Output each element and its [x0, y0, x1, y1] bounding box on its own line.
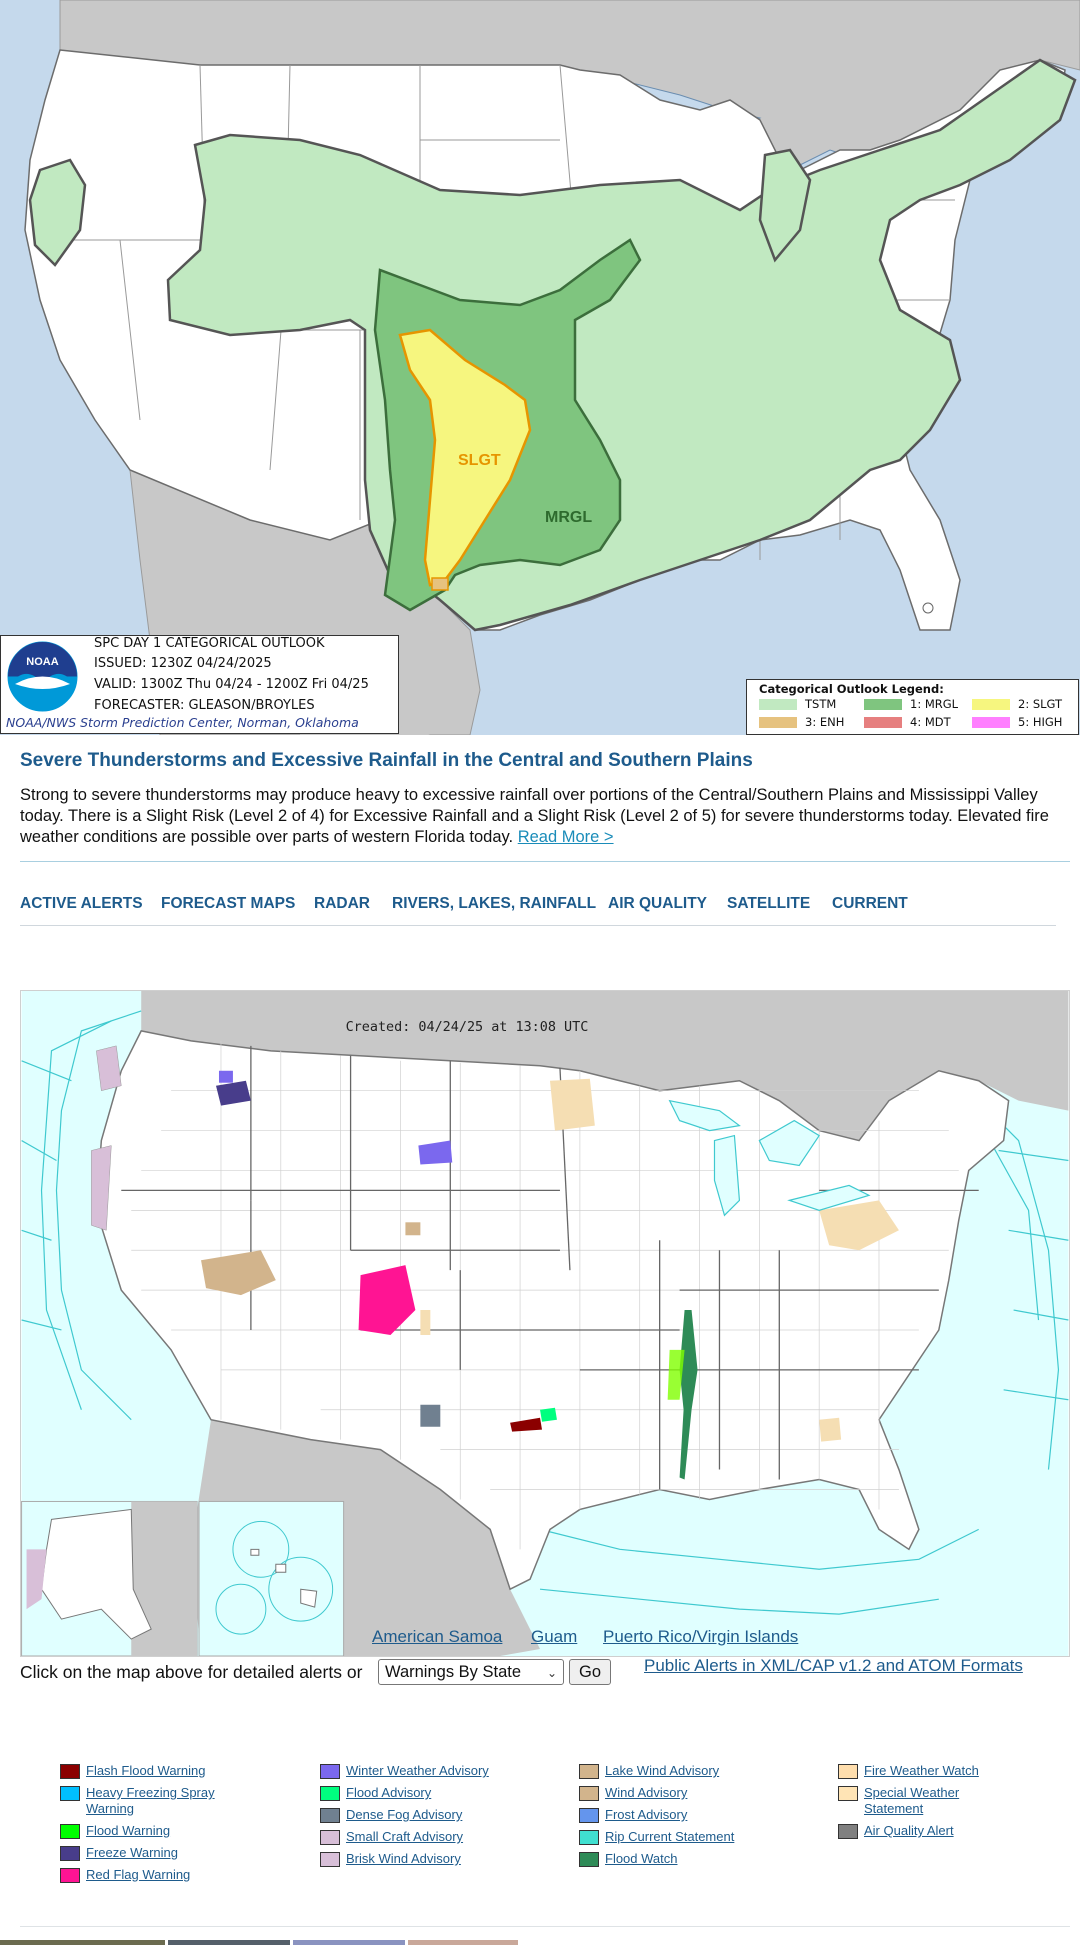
legend-swatch [579, 1808, 599, 1823]
legend-swatch [60, 1868, 80, 1883]
link-american-samoa[interactable]: American Samoa [372, 1627, 503, 1646]
legend-swatch [972, 717, 1010, 728]
mrgl-label: MRGL [545, 509, 592, 526]
cap-atom-link[interactable]: Public Alerts in XML/CAP v1.2 and ATOM F… [644, 1656, 1023, 1675]
legend-swatch [60, 1824, 80, 1839]
nav-current[interactable]: CURRENT [832, 895, 908, 912]
hazards-map[interactable]: Created: 04/24/25 at 13:08 UTC [20, 990, 1070, 1657]
outlook-issued: ISSUED: 1230Z 04/24/2025 [94, 656, 272, 671]
legend-swatch [320, 1830, 340, 1845]
select-value: Warnings By State [385, 1663, 522, 1681]
go-button[interactable]: Go [569, 1659, 611, 1685]
nav-satellite[interactable]: SATELLITE [727, 895, 811, 912]
headline-summary: Strong to severe thunderstorms may produ… [20, 785, 1060, 848]
summary-text: Strong to severe thunderstorms may produ… [20, 786, 1049, 846]
outlook-forecaster: FORECASTER: GLEASON/BROYLES [94, 698, 315, 713]
legend-swatch [320, 1808, 340, 1823]
read-more-link[interactable]: Read More > [517, 828, 614, 846]
legend-swatch [864, 699, 902, 710]
link-guam[interactable]: Guam [531, 1627, 578, 1646]
nav-radar[interactable]: RADAR [314, 895, 370, 912]
legend-swatch [864, 717, 902, 728]
nav-active-alerts[interactable]: ACTIVE ALERTS [20, 895, 143, 912]
svg-text:NOAA: NOAA [26, 656, 58, 668]
legend-swatch [838, 1764, 858, 1779]
nav-air-quality[interactable]: AIR QUALITY [608, 895, 708, 912]
link-puerto-rico-virgin-islands[interactable]: Puerto Rico/Virgin Islands [603, 1627, 799, 1646]
outlook-valid: VALID: 1300Z Thu 04/24 - 1200Z Fri 04/25 [94, 677, 369, 692]
legend-swatch [972, 699, 1010, 710]
legend-swatch [579, 1852, 599, 1867]
click-instruction: Click on the map above for detailed aler… [20, 1662, 363, 1682]
legend-swatch [320, 1786, 340, 1801]
chevron-down-icon: ⌄ [546, 1666, 557, 1680]
nav-forecast-maps[interactable]: FORECAST MAPS [161, 895, 296, 912]
nav-rivers-lakes-rainfall[interactable]: RIVERS, LAKES, RAINFALL [392, 895, 597, 912]
legend-swatch [320, 1764, 340, 1779]
noaa-logo: NOAA [5, 639, 80, 714]
outlook-title: SPC DAY 1 CATEGORICAL OUTLOOK [94, 636, 325, 651]
outlook-credit: NOAA/NWS Storm Prediction Center, Norman… [6, 715, 359, 730]
legend-swatch [60, 1764, 80, 1779]
legend-swatch [759, 717, 797, 728]
hazards-legend: Flash Flood Warning Heavy Freezing Spray… [60, 1763, 1060, 1903]
legend-swatch [579, 1786, 599, 1801]
map-created-text: Created: 04/24/25 at 13:08 UTC [346, 1020, 589, 1035]
legend-swatch [759, 699, 797, 710]
divider [20, 1926, 1070, 1927]
legend-swatch [60, 1786, 80, 1801]
outlook-legend-title: Categorical Outlook Legend: [759, 682, 944, 696]
legend-swatch [320, 1852, 340, 1867]
outlook-info-box: NOAA SPC DAY 1 CATEGORICAL OUTLOOK ISSUE… [0, 635, 399, 734]
headline-title[interactable]: Severe Thunderstorms and Excessive Rainf… [20, 750, 753, 771]
bottom-image-strip [0, 1940, 518, 1945]
legend-swatch [60, 1846, 80, 1861]
warnings-select[interactable]: Warnings By State ⌄ [378, 1659, 564, 1685]
legend-swatch [579, 1830, 599, 1845]
spc-outlook-map[interactable]: SLGT MRGL [0, 0, 1080, 735]
slgt-label: SLGT [458, 452, 501, 469]
legend-swatch [838, 1824, 858, 1839]
legend-swatch [838, 1786, 858, 1801]
divider [20, 861, 1070, 862]
outlook-legend: Categorical Outlook Legend: TSTM 1: MRGL… [746, 679, 1079, 735]
map-nav: ACTIVE ALERTS FORECAST MAPS RADAR RIVERS… [20, 895, 1056, 926]
legend-swatch [579, 1764, 599, 1779]
